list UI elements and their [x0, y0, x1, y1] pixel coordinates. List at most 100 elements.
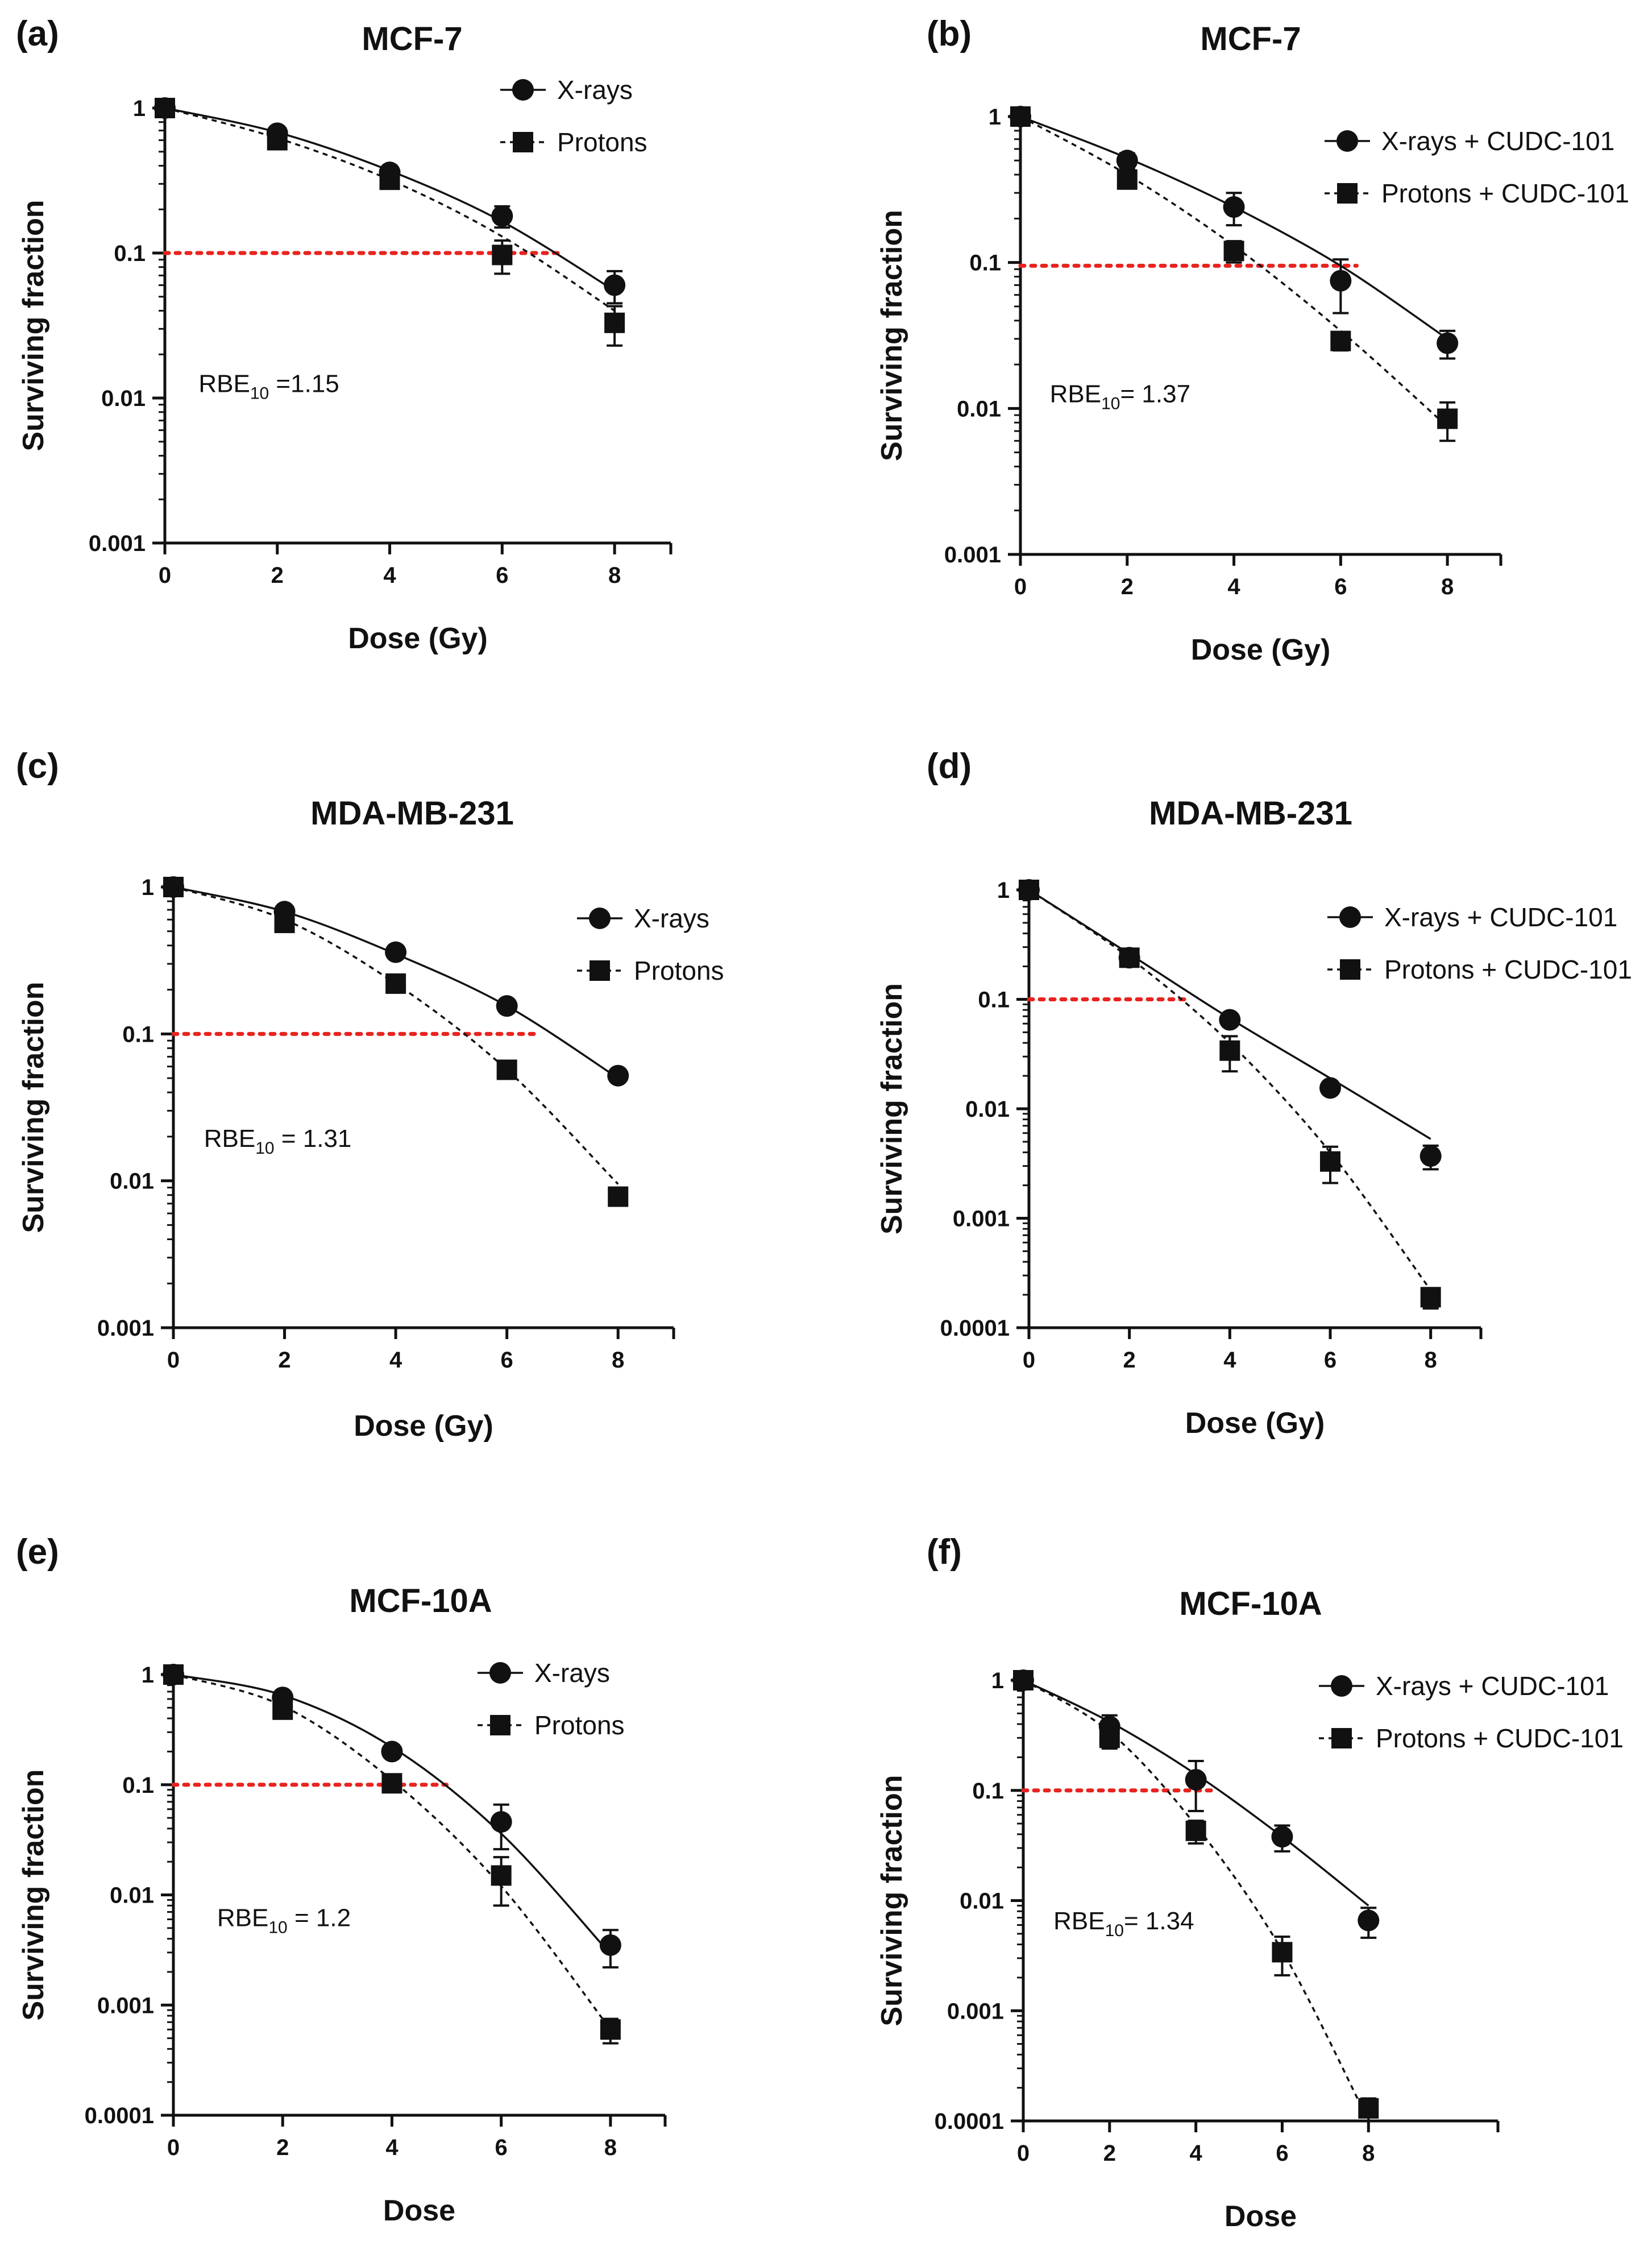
- x-axis-title: Dose (Gy): [1191, 633, 1331, 666]
- y-tick-label: 0.1: [969, 251, 1001, 276]
- series-circle: [1012, 1669, 1380, 1939]
- x-tick-label: 4: [1223, 1348, 1236, 1373]
- fit-curve: [1020, 115, 1448, 428]
- data-point: [1116, 150, 1138, 172]
- data-point: [1116, 169, 1138, 190]
- x-tick-label: 2: [278, 1348, 290, 1373]
- data-point: [607, 1064, 629, 1087]
- x-tick-label: 2: [271, 563, 284, 588]
- legend-entry: Protons: [478, 1710, 625, 1740]
- x-tick-label: 0: [1014, 574, 1027, 599]
- legend-marker: [590, 960, 610, 981]
- data-point: [381, 1773, 402, 1794]
- x-tick-label: 6: [496, 563, 508, 588]
- data-point: [1437, 332, 1459, 354]
- x-tick-label: 8: [1441, 574, 1454, 599]
- fit-curve: [1023, 1679, 1369, 2121]
- rbe-annotation: RBE10 = 1.31: [204, 1125, 352, 1158]
- data-point: [1119, 947, 1140, 968]
- data-point: [1330, 270, 1352, 292]
- y-tick-label: 0.001: [947, 1999, 1004, 2024]
- panel-label: (d): [927, 747, 972, 786]
- y-axis-title: Surviving fraction: [17, 981, 50, 1233]
- x-axis-title: Dose (Gy): [354, 1410, 493, 1443]
- y-tick-label: 0.01: [101, 386, 146, 411]
- legend-label: Protons + CUDC-101: [1384, 955, 1632, 984]
- fit-curve: [164, 107, 616, 292]
- chart-panel-c: (c) MDA-MB-231 0 2 4 6 8 1 0.1 0.01 0.001 Dose (Gy)…: [16, 747, 724, 1443]
- data-point: [1358, 1909, 1380, 1932]
- data-point: [608, 1186, 629, 1207]
- x-tick-label: 4: [385, 2135, 399, 2160]
- y-tick-label: 1: [989, 105, 1001, 130]
- x-axis-title: Dose: [1225, 2200, 1297, 2233]
- data-point: [491, 205, 513, 227]
- x-tick-label: 8: [1362, 2141, 1375, 2166]
- y-tick-label: 0.001: [97, 1993, 154, 2018]
- data-point: [600, 2019, 621, 2040]
- legend-entry: Protons: [500, 127, 647, 157]
- data-point: [381, 1741, 403, 1763]
- chart-panel-b: (b) MCF-7 0 2 4 6 8 1 0.1 0.01 0.001 Dose (Gy) Survi…: [875, 14, 1629, 666]
- y-tick-label: 1: [142, 1663, 154, 1688]
- x-tick-label: 2: [1103, 2141, 1116, 2166]
- legend-marker: [490, 1715, 510, 1735]
- legend-entry: X-rays: [500, 75, 633, 105]
- series-circle: [154, 97, 626, 305]
- rbe-annotation: RBE10 =1.15: [198, 370, 339, 403]
- legend-label: X-rays: [634, 904, 709, 933]
- legend-entry: Protons + CUDC-101: [1325, 179, 1629, 208]
- legend-marker: [1331, 1675, 1352, 1697]
- legend-entry: Protons: [577, 956, 724, 985]
- legend-label: Protons: [534, 1710, 625, 1740]
- x-tick-label: 6: [495, 2135, 508, 2160]
- data-point: [1358, 2098, 1379, 2119]
- x-tick-label: 6: [1324, 1348, 1336, 1373]
- legend-label: X-rays: [557, 75, 633, 105]
- series-square: [1019, 880, 1441, 1310]
- y-tick-label: 0.01: [110, 1883, 154, 1908]
- x-tick-label: 4: [1190, 2141, 1203, 2166]
- x-tick-label: 8: [612, 1348, 624, 1373]
- series-circle: [1018, 879, 1442, 1171]
- chart-panel-f: (f) MCF-10A 0 2 4 6 8 1 0.1 0.01 0.001 0.0001 Dose Su…: [875, 1532, 1624, 2233]
- legend-label: X-rays: [534, 1658, 610, 1688]
- panel-label: (f): [927, 1532, 962, 1572]
- x-tick-label: 0: [167, 2135, 180, 2160]
- series-square: [155, 98, 625, 347]
- fit-curve: [1028, 889, 1432, 1291]
- x-tick-label: 8: [608, 563, 621, 588]
- legend-marker: [1339, 906, 1361, 928]
- rbe-annotation: RBE10 = 1.2: [217, 1904, 351, 1937]
- x-tick-label: 0: [1017, 2141, 1030, 2166]
- y-tick-label: 0.0001: [940, 1316, 1010, 1341]
- data-point: [1219, 1009, 1241, 1031]
- data-point: [385, 973, 406, 994]
- legend-entry: X-rays + CUDC-101: [1325, 126, 1614, 156]
- x-tick-label: 4: [389, 1348, 402, 1373]
- legend-label: Protons: [634, 956, 724, 985]
- data-point: [1185, 1768, 1207, 1791]
- x-tick-label: 4: [1227, 574, 1240, 599]
- y-tick-label: 0.01: [957, 396, 1001, 421]
- x-tick-label: 2: [1123, 1348, 1136, 1373]
- series-square: [163, 877, 629, 1207]
- data-point: [1219, 1040, 1240, 1061]
- y-tick-label: 0.1: [978, 988, 1010, 1013]
- data-point: [492, 245, 513, 266]
- legend-entry: Protons + CUDC-101: [1319, 1723, 1624, 1753]
- data-point: [1099, 1727, 1120, 1748]
- y-axis-title: Surviving fraction: [17, 200, 50, 451]
- legend-label: Protons: [557, 127, 647, 157]
- x-tick-label: 0: [167, 1348, 180, 1373]
- data-point: [1019, 880, 1039, 900]
- legend-entry: X-rays: [577, 904, 709, 933]
- y-tick-label: 0.001: [953, 1207, 1010, 1232]
- x-tick-label: 0: [1023, 1348, 1035, 1373]
- legend-marker: [1331, 1728, 1352, 1748]
- data-point: [1272, 1942, 1293, 1963]
- legend-marker: [1336, 130, 1358, 152]
- y-tick-label: 0.001: [89, 531, 146, 556]
- data-point: [1010, 106, 1031, 127]
- legend-entry: X-rays: [478, 1658, 610, 1688]
